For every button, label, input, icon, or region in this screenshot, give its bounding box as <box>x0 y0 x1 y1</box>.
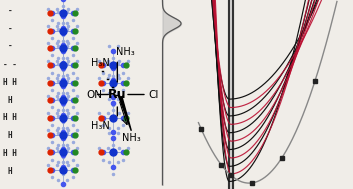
Text: -: - <box>7 42 12 51</box>
Bar <box>228 0 233 189</box>
Text: Ru: Ru <box>108 88 127 101</box>
Text: H₃N: H₃N <box>91 121 110 131</box>
Text: H H: H H <box>3 78 17 87</box>
Text: Cl: Cl <box>148 90 159 99</box>
Text: ON: ON <box>86 90 102 99</box>
Text: H H: H H <box>3 149 17 158</box>
Polygon shape <box>119 97 131 131</box>
Text: NH₃: NH₃ <box>116 47 134 57</box>
Text: -: - <box>7 25 12 34</box>
Text: H H: H H <box>3 113 17 122</box>
Text: -: - <box>7 7 12 16</box>
Text: - -: - - <box>3 60 17 69</box>
Text: NH₃: NH₃ <box>122 133 141 143</box>
Text: H: H <box>7 131 12 140</box>
Text: H: H <box>7 167 12 176</box>
Text: H₃N: H₃N <box>91 58 110 68</box>
Text: H: H <box>7 96 12 105</box>
